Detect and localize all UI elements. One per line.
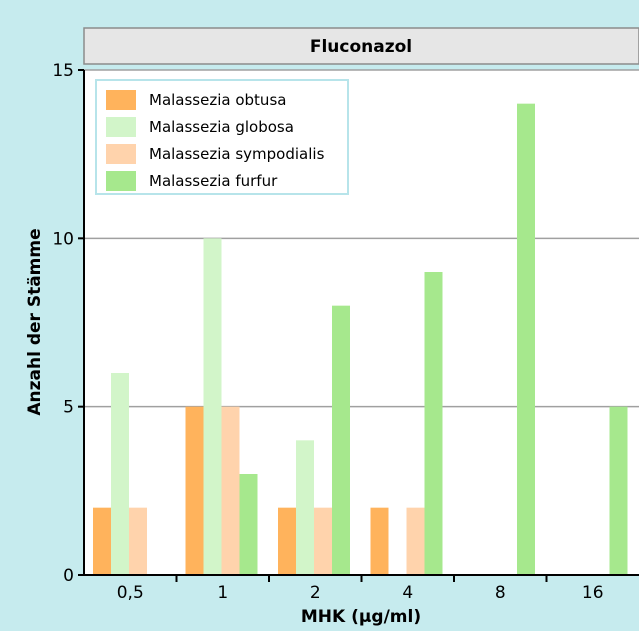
title-bar [83, 27, 639, 65]
y-tick-label: 10 [52, 229, 74, 249]
y-tick-label: 5 [63, 398, 74, 418]
bar [370, 507, 389, 575]
grid-lines [84, 69, 639, 408]
bar [517, 103, 535, 576]
y-tick-label: 0 [63, 566, 74, 586]
y-tick-label: 15 [52, 61, 74, 81]
bar [314, 507, 332, 575]
x-tick-label: 1 [217, 583, 228, 603]
legend-swatch [106, 117, 136, 137]
ticks: 0 5 10 15 0,5 1 2 4 8 16 [52, 61, 603, 603]
x-tick-label: 8 [495, 583, 506, 603]
chart-title: Fluconazol [310, 37, 412, 57]
bar [203, 238, 222, 576]
legend: Malassezia obtusa Malassezia globosa Malas… [95, 79, 349, 195]
x-tick-label: 0,5 [117, 583, 144, 603]
bar [93, 507, 111, 575]
x-axis-title: MHK (µg/ml) [301, 607, 421, 627]
legend-swatch [106, 144, 136, 164]
x-tick-label: 16 [582, 583, 604, 603]
x-tick-label: 4 [402, 583, 413, 603]
bars [93, 103, 628, 576]
y-axis-title: Anzahl der Stämme [25, 228, 45, 415]
bar [296, 440, 314, 575]
legend-label: Malassezia sympodialis [149, 145, 325, 163]
legend-box [95, 79, 349, 195]
bar [406, 507, 425, 575]
bar [278, 507, 296, 575]
x-tick-label: 2 [310, 583, 321, 603]
legend-swatch [106, 90, 136, 110]
bar [185, 406, 204, 575]
bar [424, 272, 443, 575]
bar [609, 406, 628, 575]
bar [239, 474, 258, 575]
legend-swatch [106, 171, 136, 191]
bar [111, 373, 129, 575]
bar [332, 305, 350, 575]
legend-label: Malassezia globosa [149, 118, 294, 136]
legend-label: Malassezia furfur [149, 172, 278, 190]
bar [221, 406, 240, 575]
legend-label: Malassezia obtusa [149, 91, 286, 109]
bar [129, 507, 147, 575]
